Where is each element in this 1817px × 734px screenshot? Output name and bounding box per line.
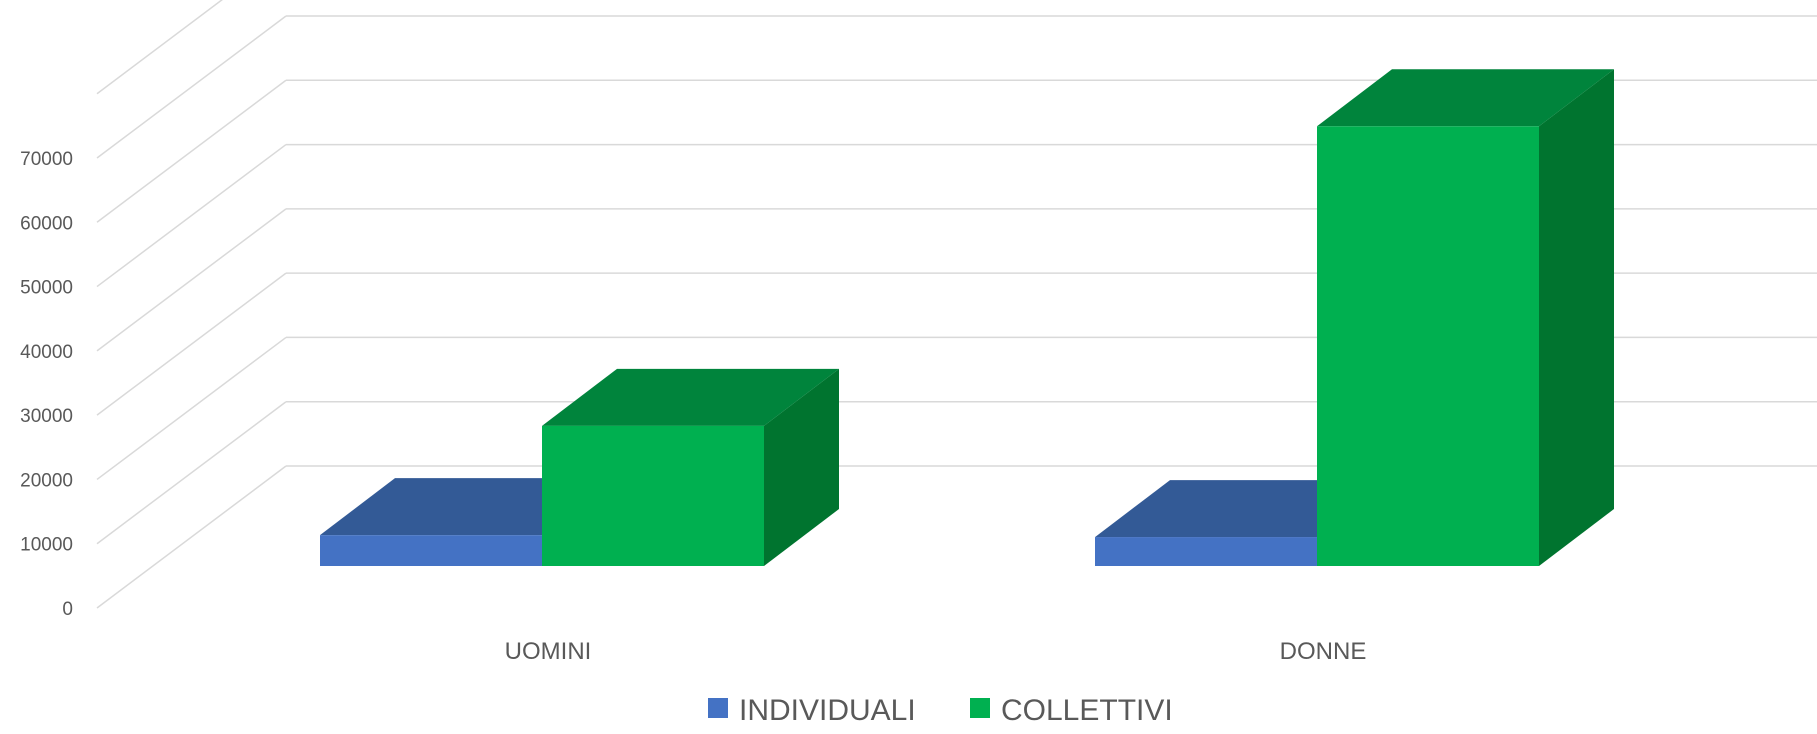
legend-item-collettivi: COLLETTIVI [970,694,1173,727]
bar-collettivi-donne [1317,69,1614,567]
y-tick-label: 10000 [20,535,73,556]
gridline-diagonal [96,79,287,223]
bar-front [1317,126,1539,567]
gridline-diagonal [96,272,287,416]
gridline-diagonal [96,336,287,481]
bars [320,69,1614,567]
bar-side [1539,69,1614,567]
bar-top [542,368,839,426]
gridline-diagonal [96,401,287,545]
category-label: UOMINI [505,638,592,665]
legend: INDIVIDUALI COLLETTIVI [708,694,1173,727]
legend-label: COLLETTIVI [1001,694,1173,727]
y-axis-tick-labels: 0 10000 20000 30000 40000 50000 60000 70000 [20,149,73,620]
gridline-diagonal [96,143,287,288]
gridline-diagonal [96,15,287,159]
legend-swatch [708,698,728,718]
category-labels: UOMINI DONNE [505,638,1367,665]
legend-item-individuali: INDIVIDUALI [708,694,916,727]
y-tick-label: 50000 [20,278,73,299]
category-label: DONNE [1280,638,1367,665]
y-tick-label: 40000 [20,342,73,363]
y-tick-label: 0 [62,599,73,620]
bar-front [542,425,764,566]
bar-collettivi-uomini [542,368,839,566]
legend-label: INDIVIDUALI [739,694,916,727]
y-tick-label: 20000 [20,470,73,491]
legend-swatch [970,698,990,718]
bar-front [1095,537,1317,566]
gridline-diagonal [96,0,223,95]
bar-top [1317,69,1614,127]
bar-front [320,535,542,566]
gridline-diagonal [96,465,287,609]
y-tick-label: 60000 [20,213,73,234]
bar-side [764,368,839,566]
y-tick-label: 30000 [20,406,73,427]
y-tick-label: 70000 [20,149,73,170]
gridline-diagonal [96,208,287,352]
